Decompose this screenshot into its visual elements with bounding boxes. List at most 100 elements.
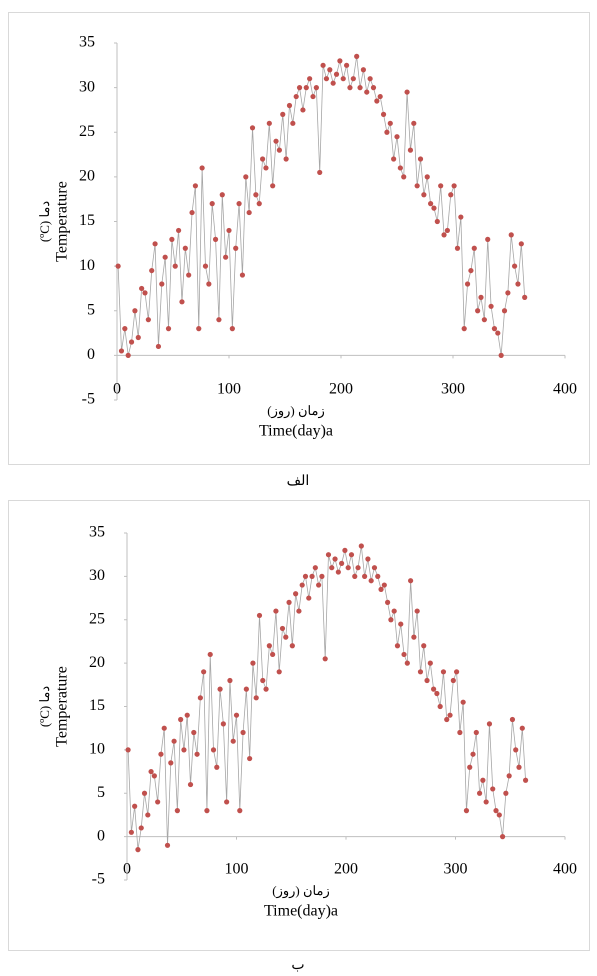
data-point [220,721,226,727]
data-point [202,263,209,269]
x-tick-label: 200 [329,381,353,398]
y-tick-label: 15 [79,212,95,229]
data-point [434,690,440,697]
data-point [340,76,346,82]
data-point [260,677,266,684]
data-point [358,543,364,549]
data-point [447,712,453,718]
data-point [509,716,516,723]
data-point [300,107,306,113]
data-point [196,326,202,332]
data-point [155,799,161,805]
x-tick-label: 0 [123,861,131,878]
data-point [360,67,366,73]
data-point [370,85,377,91]
data-point [431,205,437,211]
data-point [407,147,414,153]
data-point [464,281,471,287]
data-point [239,272,246,278]
data-point [323,76,330,82]
data-point [182,245,188,251]
data-point [329,565,335,571]
data-point [391,156,397,162]
data-point [401,174,407,180]
data-point [327,67,333,73]
data-point [296,608,302,614]
data-point [444,227,450,234]
data-point [522,294,528,300]
data-point [250,660,256,666]
data-point [240,729,246,736]
data-point [457,729,463,736]
data-line [127,545,526,850]
data-point [176,227,182,234]
data-point [354,53,360,59]
data-point [468,267,474,274]
data-point [310,93,316,100]
data-point [427,660,433,666]
data-point [142,290,148,296]
data-point [266,120,272,126]
data-point [391,608,397,614]
y-tick-label: 10 [79,257,95,274]
data-point [209,201,215,207]
data-point [503,790,509,796]
data-point [115,263,121,269]
data-point [421,643,427,649]
data-point [441,232,447,238]
data-point [434,218,440,225]
data-point [333,71,340,77]
data-point [461,326,467,332]
data-point [307,76,313,82]
data-point [347,85,353,91]
data-point [506,773,512,779]
data-point [404,89,410,95]
data-point [495,330,501,336]
data-point [179,299,185,305]
data-point [401,651,407,658]
data-point [204,808,210,814]
x-tick-label: 0 [113,381,121,398]
data-point [132,308,138,314]
x-axis-title: Time(day)a [259,423,333,440]
data-point [417,669,424,675]
y-axis-title: Temperature [54,666,71,747]
data-point [384,129,390,135]
data-point [428,201,434,207]
data-point [280,111,286,117]
data-point [375,573,381,579]
data-point [451,183,457,189]
data-point [299,582,305,588]
data-point [424,174,430,180]
data-point [197,695,203,701]
data-point [219,192,225,198]
data-point [476,790,483,796]
data-point [168,760,174,766]
x-tick-label: 300 [441,381,465,398]
data-point [226,227,232,234]
x-tick-label: 300 [444,861,468,878]
data-point [522,777,529,783]
data-point [148,768,154,775]
data-point [454,245,461,251]
data-point [149,267,155,274]
data-point [478,294,484,300]
data-point [260,156,266,162]
data-point [438,183,444,189]
data-point [345,565,351,571]
data-point [444,716,450,723]
y-axis-title: Temperature [54,181,71,262]
data-point [286,599,292,606]
data-point [237,808,243,814]
data-point [155,343,162,350]
data-point [408,578,414,584]
data-point [135,847,141,853]
data-point [421,192,427,198]
data-point [317,169,323,176]
y-tick-label: 30 [79,78,95,95]
data-point [505,290,511,296]
data-point [256,201,262,207]
data-point [332,556,338,562]
chart-frame [8,12,590,465]
data-point [253,695,259,701]
